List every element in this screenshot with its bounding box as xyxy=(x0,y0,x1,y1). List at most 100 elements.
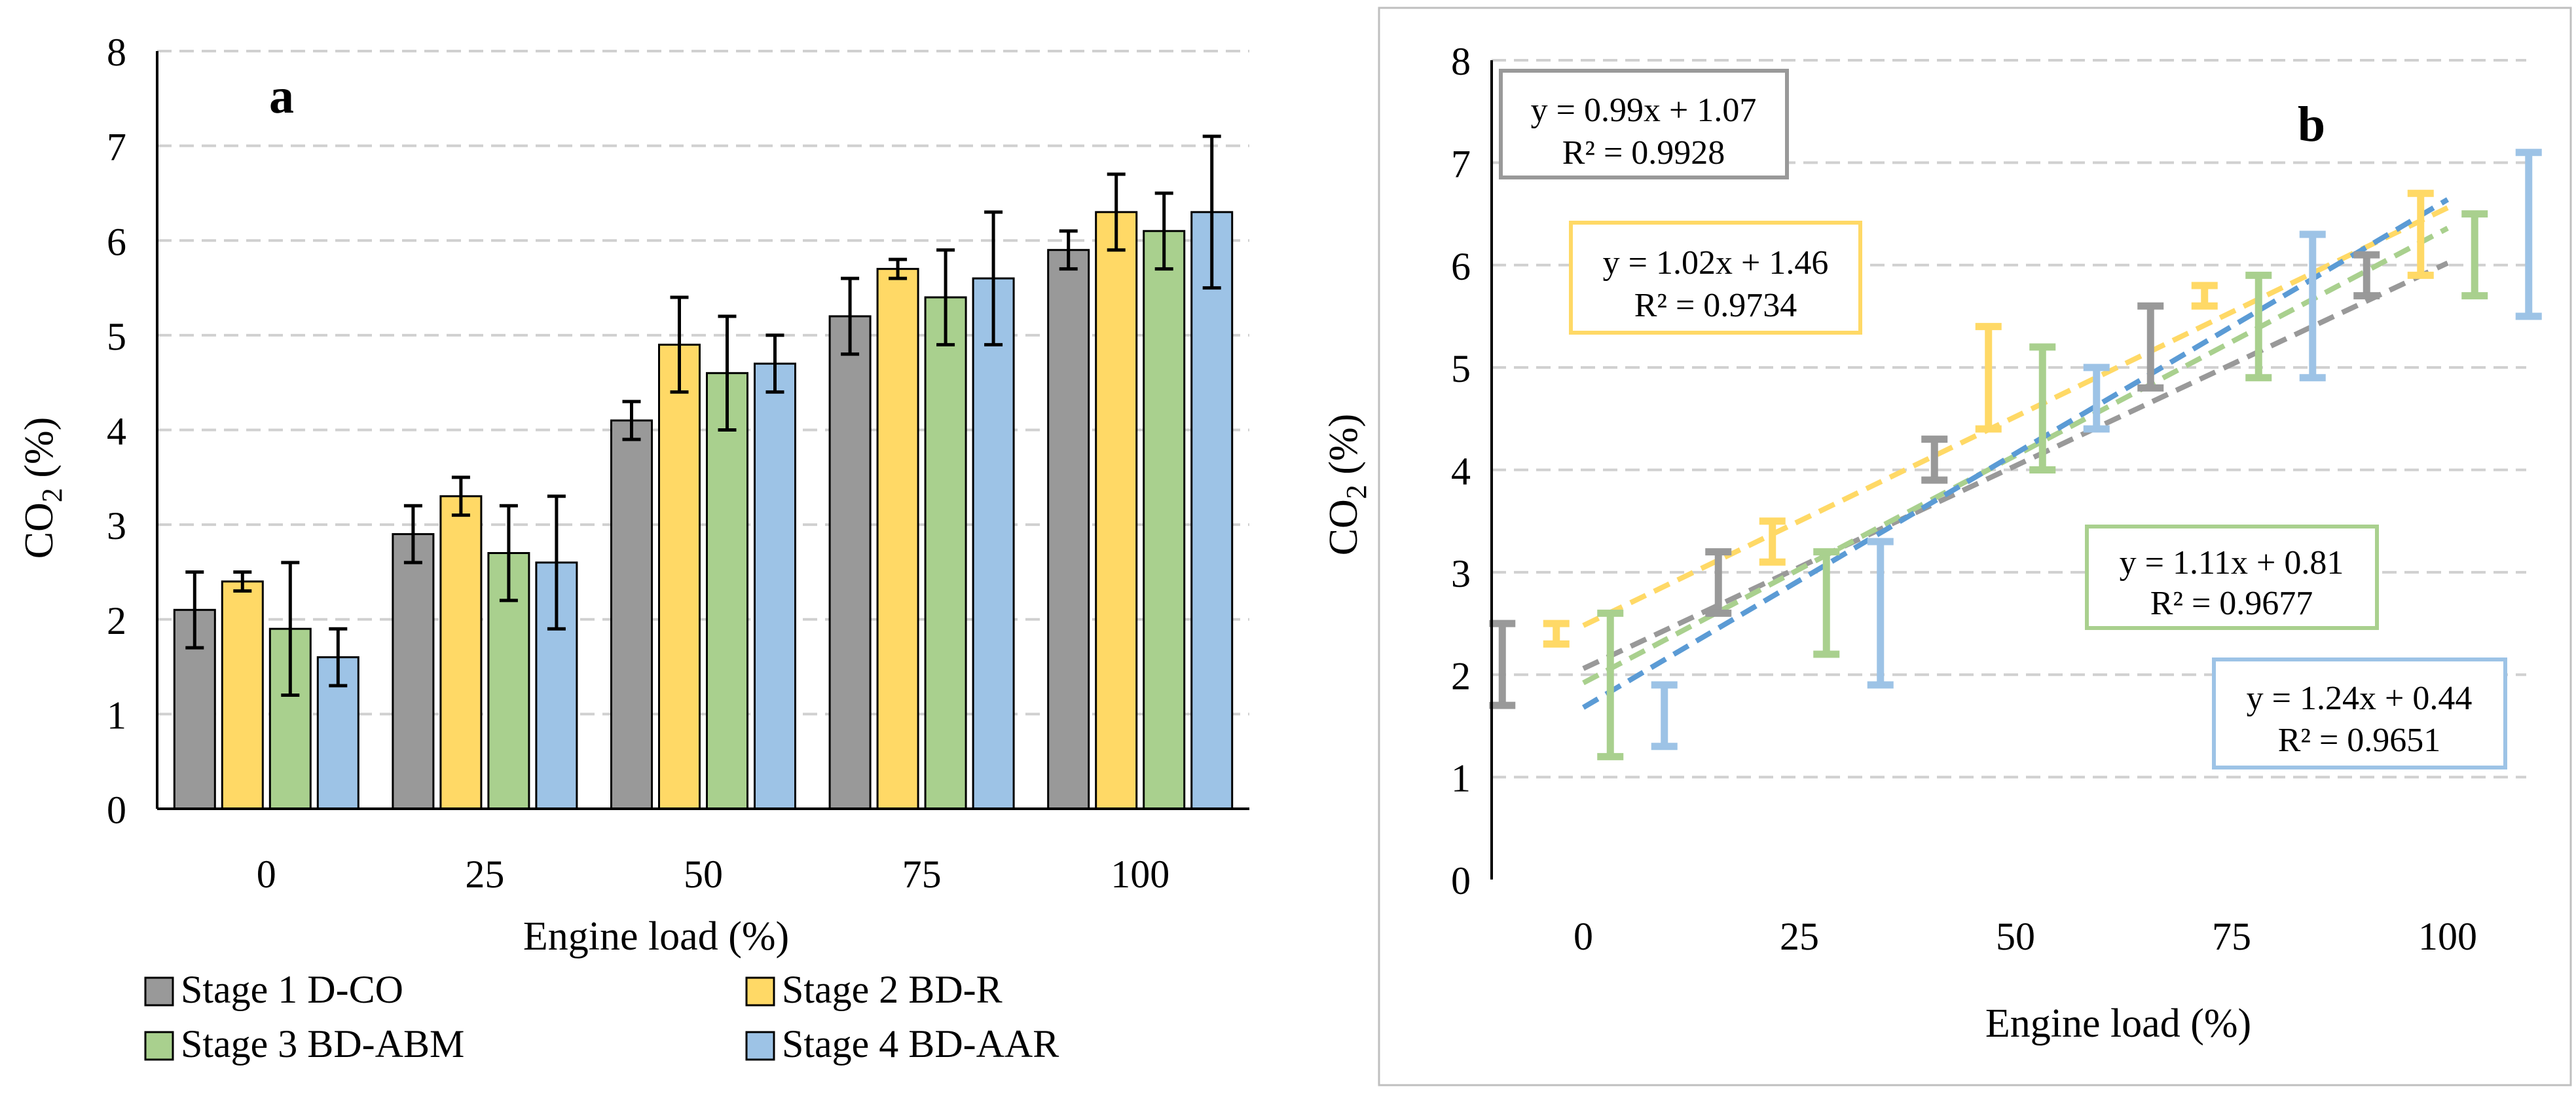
bar-stage-3-bd-abm-100 xyxy=(1143,230,1186,810)
error-bar-b-stage-2-75 xyxy=(2191,282,2218,310)
error-bar-stage-1-d-co-75 xyxy=(841,276,860,356)
x-tick-label-b-100: 100 xyxy=(2418,915,2477,958)
equation-box-stage-1: y = 0.99x + 1.07 R² = 0.9928 xyxy=(1499,69,1789,179)
panel-a-bars xyxy=(173,211,1234,810)
legend-label-stage-1-d-co: Stage 1 D-CO xyxy=(181,968,403,1011)
panel-a-x-tick-labels: 0 25 50 75 100 xyxy=(257,853,1169,896)
error-bar-b-stage-3-0 xyxy=(1597,609,1624,760)
y-tick-label-b-5: 5 xyxy=(1451,347,1471,390)
x-tick-label-b-50: 50 xyxy=(1996,915,2035,958)
x-tick-label-a-100: 100 xyxy=(1111,853,1169,896)
x-tick-label-a-50: 50 xyxy=(684,853,723,896)
error-bar-stage-3-bd-abm-25 xyxy=(499,504,518,602)
legend-item-stage-4-bd-aar: Stage 4 BD-AAR xyxy=(745,1022,1059,1065)
error-bar-b-stage-2-100 xyxy=(2407,189,2434,279)
error-bar-b-stage-1-50 xyxy=(1921,435,1948,484)
error-bar-stage-2-bd-r-0 xyxy=(233,570,252,593)
bar-stage-3-bd-abm-50 xyxy=(706,372,748,810)
error-bar-b-stage-3-25 xyxy=(1813,548,1840,658)
error-bar-stage-2-bd-r-50 xyxy=(670,295,689,394)
error-bar-b-stage-1-75 xyxy=(2137,302,2164,392)
panel-b-y-tick-labels: 0 1 2 3 4 5 6 7 8 xyxy=(1451,40,1471,902)
y-tick-label-b-1: 1 xyxy=(1451,757,1471,800)
error-bar-b-stage-2-50 xyxy=(1975,323,2002,433)
legend-swatch-stage-2-bd-r xyxy=(745,976,775,1007)
panel-a-axes xyxy=(156,51,1249,810)
error-bar-stage-1-d-co-0 xyxy=(185,570,204,650)
panel-a-label: a xyxy=(269,69,294,124)
error-bar-stage-4-bd-aar-100 xyxy=(1202,134,1221,290)
panel-b-trendlines xyxy=(1581,197,2450,710)
y-tick-label-a-1: 1 xyxy=(107,694,126,737)
equation-box-stage-3: y = 1.11x + 0.81 R² = 0.9677 xyxy=(2085,525,2379,630)
error-bar-stage-3-bd-abm-50 xyxy=(718,314,737,432)
error-bar-b-stage-4-25 xyxy=(1867,538,1894,689)
r-squared-stage-3: R² = 0.9677 xyxy=(2150,585,2313,622)
panel-b-label: b xyxy=(2298,97,2325,152)
error-bar-stage-2-bd-r-25 xyxy=(451,475,470,517)
y-tick-label-b-7: 7 xyxy=(1451,142,1471,185)
error-bar-b-stage-1-100 xyxy=(2353,251,2380,300)
equation-stage-2: y = 1.02x + 1.46 xyxy=(1603,244,1829,282)
y-tick-label-a-4: 4 xyxy=(107,410,126,453)
error-bar-stage-4-bd-aar-75 xyxy=(984,210,1003,346)
x-tick-label-a-75: 75 xyxy=(902,853,942,896)
error-bar-b-stage-4-100 xyxy=(2515,149,2542,320)
y-tick-label-b-8: 8 xyxy=(1451,40,1471,83)
x-tick-label-b-25: 25 xyxy=(1780,915,1819,958)
bar-stage-2-bd-r-100 xyxy=(1095,211,1138,810)
error-bar-b-stage-4-0 xyxy=(1651,681,1678,750)
error-bar-stage-1-d-co-100 xyxy=(1059,229,1078,271)
bar-stage-4-bd-aar-50 xyxy=(754,362,796,810)
error-bar-stage-3-bd-abm-0 xyxy=(281,561,300,697)
legend-label-stage-2-bd-r: Stage 2 BD-R xyxy=(782,968,1003,1011)
y-tick-label-b-0: 0 xyxy=(1451,859,1471,902)
y-tick-label-b-2: 2 xyxy=(1451,654,1471,697)
trendline-stage-4 xyxy=(1581,197,2450,710)
y-tick-label-b-3: 3 xyxy=(1451,552,1471,595)
panel-b-gridlines xyxy=(1492,59,2526,779)
legend-swatch-stage-4-bd-aar xyxy=(745,1031,775,1061)
y-tick-label-a-8: 8 xyxy=(107,31,126,74)
legend-label-stage-3-bd-abm: Stage 3 BD-ABM xyxy=(181,1022,464,1065)
panel-a-x-axis-label: Engine load (%) xyxy=(523,914,789,959)
error-bar-b-stage-2-25 xyxy=(1759,517,1786,566)
x-tick-label-a-25: 25 xyxy=(465,853,504,896)
panel-b-x-tick-labels: 0 25 50 75 100 xyxy=(1573,915,2477,958)
legend-item-stage-2-bd-r: Stage 2 BD-R xyxy=(745,968,1003,1011)
error-bar-stage-1-d-co-50 xyxy=(622,399,641,441)
trendline-stage-1 xyxy=(1582,261,2449,671)
y-tick-label-a-3: 3 xyxy=(107,504,126,547)
error-bar-b-stage-2-0 xyxy=(1543,620,1570,648)
error-bar-stage-4-bd-aar-25 xyxy=(547,494,566,631)
x-tick-label-a-0: 0 xyxy=(257,853,276,896)
equation-box-stage-2: y = 1.02x + 1.46 R² = 0.9734 xyxy=(1569,221,1862,335)
panel-b-frame xyxy=(1378,7,2572,1086)
equation-stage-3: y = 1.11x + 0.81 xyxy=(2120,544,2344,582)
bar-stage-1-d-co-100 xyxy=(1047,249,1090,810)
bar-stage-3-bd-abm-75 xyxy=(924,296,967,810)
bar-stage-4-bd-aar-0 xyxy=(316,656,359,810)
trendline-stage-2 xyxy=(1582,205,2449,628)
x-tick-label-b-75: 75 xyxy=(2212,915,2251,958)
bar-stage-2-bd-r-75 xyxy=(876,268,919,810)
y-tick-label-b-6: 6 xyxy=(1451,245,1471,288)
panel-b-x-axis-label: Engine load (%) xyxy=(1985,1001,2251,1046)
error-bar-stage-3-bd-abm-75 xyxy=(936,248,955,346)
panel-a-error-bars xyxy=(185,134,1221,697)
bar-stage-2-bd-r-25 xyxy=(439,495,483,810)
r-squared-stage-2: R² = 0.9734 xyxy=(1634,287,1797,324)
error-bar-stage-4-bd-aar-50 xyxy=(765,333,784,394)
r-squared-stage-1: R² = 0.9928 xyxy=(1562,134,1725,172)
legend-label-stage-4-bd-aar: Stage 4 BD-AAR xyxy=(782,1022,1059,1065)
panel-a-legend: Stage 1 D-CO Stage 2 BD-R Stage 3 BD-ABM St… xyxy=(144,968,1059,1065)
error-bar-stage-4-bd-aar-0 xyxy=(329,627,348,688)
equation-box-stage-4: y = 1.24x + 0.44 R² = 0.9651 xyxy=(2212,658,2507,769)
bar-stage-2-bd-r-50 xyxy=(658,343,701,810)
equation-stage-1: y = 0.99x + 1.07 xyxy=(1531,92,1757,129)
error-bar-stage-2-bd-r-100 xyxy=(1107,172,1126,252)
x-tick-label-b-0: 0 xyxy=(1573,915,1593,958)
y-tick-label-a-5: 5 xyxy=(107,315,126,358)
error-bar-stage-2-bd-r-75 xyxy=(889,257,908,280)
